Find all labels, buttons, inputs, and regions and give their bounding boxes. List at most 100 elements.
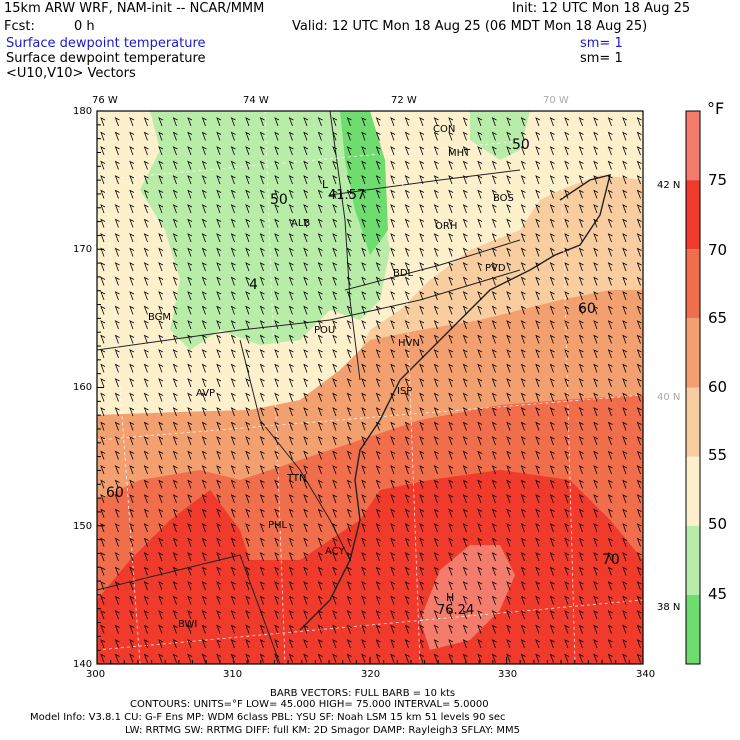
wind-barb: [593, 218, 599, 228]
wind-barb: [593, 508, 599, 518]
wind-barb: [506, 581, 512, 591]
wind-barb: [607, 204, 613, 214]
wind-barb: [419, 204, 425, 214]
wind-barb: [317, 566, 323, 576]
wind-barb: [390, 262, 396, 272]
wind-barb: [593, 363, 599, 373]
wind-barb: [230, 334, 236, 344]
wind-barb: [332, 537, 338, 547]
wind-barb: [419, 421, 425, 431]
wind-barb: [549, 436, 555, 446]
wind-barb: [245, 407, 251, 417]
wind-barb: [114, 581, 120, 591]
wind-barb: [636, 610, 642, 620]
wind-barb: [129, 175, 135, 185]
wind-barb: [230, 537, 236, 547]
wind-barb: [593, 189, 599, 199]
colorbar-swatch: [686, 318, 700, 388]
wind-barb: [390, 247, 396, 257]
wind-barb: [332, 450, 338, 460]
wind-barb: [462, 160, 468, 170]
wind-barb: [303, 378, 309, 388]
wind-barb: [216, 595, 222, 605]
station-label: BDL: [393, 268, 414, 279]
wind-barb: [448, 189, 454, 199]
wind-barb: [158, 392, 164, 402]
wind-barb: [274, 581, 280, 591]
wind-barb: [332, 262, 338, 272]
wind-barb: [274, 639, 280, 649]
wind-barb: [100, 537, 106, 547]
wind-barb: [607, 494, 613, 504]
wind-barb: [491, 407, 497, 417]
wind-barb: [636, 378, 642, 388]
wind-barb: [433, 175, 439, 185]
wind-barb: [129, 146, 135, 156]
wind-barb: [477, 146, 483, 156]
wind-barb: [332, 595, 338, 605]
wind-barb: [303, 494, 309, 504]
wind-barb: [462, 146, 468, 156]
wind-barb: [622, 407, 628, 417]
wind-barb: [520, 436, 526, 446]
wind-barb: [187, 131, 193, 141]
wind-barb: [448, 262, 454, 272]
wind-barb: [622, 523, 628, 533]
wind-barb: [593, 494, 599, 504]
wind-barb: [332, 175, 338, 185]
wind-barb: [564, 334, 570, 344]
wind-barb: [100, 334, 106, 344]
wind-barb: [491, 610, 497, 620]
wind-barb: [433, 291, 439, 301]
wind-barb: [274, 233, 280, 243]
wind-barb: [404, 218, 410, 228]
wind-barb: [390, 407, 396, 417]
wind-barb: [419, 320, 425, 330]
wind-barb: [303, 450, 309, 460]
wind-barb: [491, 595, 497, 605]
wind-barb: [390, 581, 396, 591]
wind-barb: [375, 160, 381, 170]
wind-barb: [187, 537, 193, 547]
wind-barb: [390, 320, 396, 330]
wind-barb: [535, 436, 541, 446]
wind-barb: [491, 233, 497, 243]
wind-barb: [520, 218, 526, 228]
wind-barb: [201, 508, 207, 518]
wind-barb: [201, 131, 207, 141]
wind-barb: [636, 160, 642, 170]
wind-barb: [607, 552, 613, 562]
wind-barb: [303, 537, 309, 547]
wind-barb: [535, 247, 541, 257]
wind-barb: [419, 349, 425, 359]
wind-barb: [216, 247, 222, 257]
wind-barb: [375, 146, 381, 156]
wind-barb: [201, 407, 207, 417]
wind-barb: [448, 523, 454, 533]
wind-barb: [564, 363, 570, 373]
wind-barb: [129, 595, 135, 605]
wind-barb: [303, 117, 309, 127]
wind-barb: [636, 334, 642, 344]
wind-barb: [564, 494, 570, 504]
wind-barb: [448, 392, 454, 402]
wind-barb: [245, 320, 251, 330]
wind-barb: [143, 131, 149, 141]
wind-barb: [216, 436, 222, 446]
wind-barb: [230, 421, 236, 431]
wind-barb: [172, 276, 178, 286]
wind-barb: [143, 523, 149, 533]
wind-barb: [520, 131, 526, 141]
wind-barb: [390, 276, 396, 286]
wind-barb: [375, 494, 381, 504]
wind-barb: [303, 175, 309, 185]
wind-barb: [390, 131, 396, 141]
wind-barb: [172, 610, 178, 620]
wind-barb: [520, 392, 526, 402]
field-smoothing-shaded: sm= 1: [580, 36, 623, 51]
wind-barb: [201, 334, 207, 344]
wind-barb: [259, 320, 265, 330]
wind-barb: [274, 508, 280, 518]
wind-barb: [332, 523, 338, 533]
wind-barb: [462, 378, 468, 388]
